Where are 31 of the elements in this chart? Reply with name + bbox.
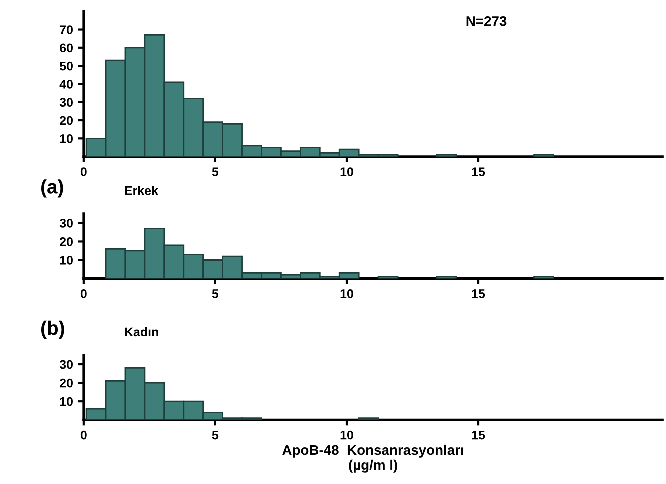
y-tick-label: 30 [60, 218, 73, 228]
x-tick-label: 5 [212, 430, 219, 440]
chart-title: (b) [41, 320, 64, 340]
chart-subtitle: Erkek [125, 186, 158, 196]
y-tick-label: 20 [60, 238, 73, 246]
chart-subtitle: Kadın [125, 327, 158, 337]
y-tick-label: 10 [60, 397, 73, 406]
x-tick-label: 0 [80, 290, 87, 298]
x-axis-title: ApoB-48 Konsanrasyonları (µg/m l) [282, 444, 464, 473]
y-tick-label: 30 [60, 360, 73, 370]
y-tick-label: 10 [60, 134, 73, 144]
x-tick-label: 5 [212, 168, 219, 176]
x-tick-label: 15 [472, 290, 486, 298]
y-tick-label: 60 [60, 44, 73, 53]
y-tick-label: 40 [60, 80, 73, 89]
chart-title: (a) [41, 180, 64, 198]
x-tick-label: 10 [340, 430, 354, 440]
x-tick-label: 5 [212, 290, 219, 298]
y-tick-label: 70 [60, 26, 73, 34]
y-tick-label: 30 [60, 98, 73, 108]
x-tick-label: 10 [340, 290, 354, 298]
x-tick-label: 0 [80, 168, 87, 176]
annotation: N=273 [466, 16, 507, 26]
y-tick-label: 10 [60, 256, 73, 265]
x-tick-label: 10 [340, 168, 354, 176]
x-tick-label: 0 [80, 430, 87, 440]
x-tick-label: 15 [472, 430, 486, 440]
x-tick-label: 15 [472, 168, 486, 176]
y-tick-label: 20 [60, 116, 73, 126]
y-tick-label: 20 [60, 378, 73, 388]
y-tick-label: 50 [60, 62, 73, 71]
